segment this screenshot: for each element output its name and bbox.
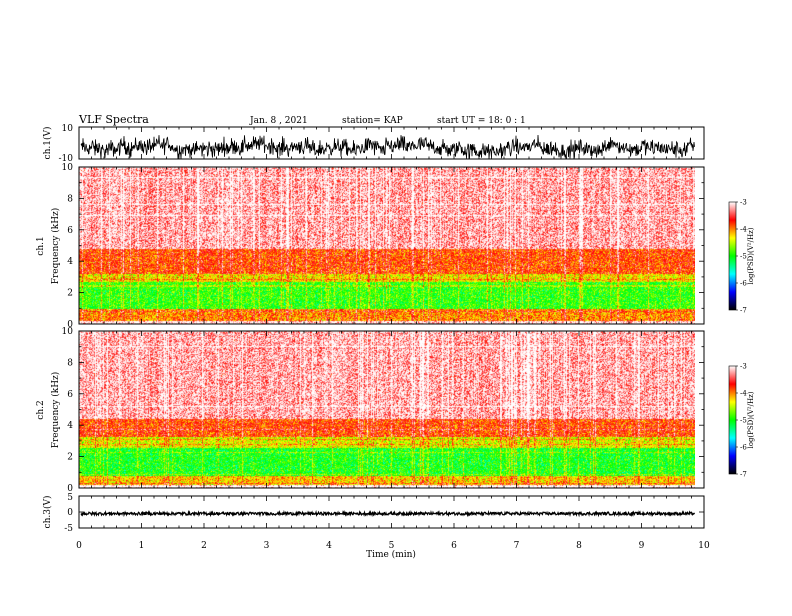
x-tick-label: 7	[514, 541, 520, 551]
date-label: Jan. 8 , 2021	[249, 116, 308, 126]
ch1-colorbar-tick-label: -6	[740, 280, 747, 288]
ch2-spectrogram-ylabel-frequency: Frequency (kHz)	[50, 372, 61, 449]
x-tick-label: 1	[139, 541, 145, 551]
ch1-spectrogram-ylabel-frequency: Frequency (kHz)	[50, 208, 61, 285]
ch2-colorbar-tick-label: -4	[740, 390, 747, 398]
ch2-spectrogram-image	[79, 331, 695, 488]
figure-title: VLF Spectra	[78, 113, 149, 126]
x-tick-label: 2	[201, 541, 207, 551]
ch1-spectrogram-ylabel-channel: ch.1	[36, 236, 46, 255]
station-label: station= KAP	[342, 116, 403, 126]
ch1-colorbar-tick-label: -5	[740, 253, 747, 261]
ch1-spectrogram-ytick-label: 8	[67, 194, 73, 204]
ch3-waveform-ylabel: ch.3(V)	[42, 496, 53, 529]
ch3-waveform-panel: 5 0 -5 ch.3(V) 0 1 2 3 4 5 6 7 8 9 10 Time (min)	[42, 493, 710, 560]
x-tick-label: 6	[451, 541, 457, 551]
start-time-label: start UT = 18: 0 : 1	[437, 116, 526, 126]
ch2-colorbar-label: log(PSD)(V²/Hz)	[747, 391, 755, 448]
ch1-waveform-frame	[78, 126, 705, 160]
ch1-waveform-panel: 10 -10 ch.1(V)	[42, 124, 705, 164]
ch2-spectrogram-ytick-label: 6	[67, 390, 73, 400]
ch1-colorbar-label: log(PSD)(V²/Hz)	[747, 227, 755, 284]
ch1-spectrogram-ytick-label: 6	[67, 226, 73, 236]
ch1-spectrogram-ytick-label: 4	[67, 257, 73, 267]
x-tick-label: 10	[698, 541, 710, 551]
ch2-colorbar-tick-label: -3	[740, 363, 747, 371]
ch1-waveform-ylabel: ch.1(V)	[42, 127, 53, 160]
ch2-spectrogram-panel: 0 2 4 6 8 10 ch.2 Frequency (kHz) -3 -4 -5 -6 -7 l…	[36, 327, 755, 494]
x-tick-label: 9	[639, 541, 645, 551]
ch2-colorbar-tick-label: -6	[740, 444, 747, 452]
x-tick-label: 4	[326, 541, 332, 551]
x-tick-label: 8	[576, 541, 582, 551]
ch1-colorbar-tick-label: -3	[740, 199, 747, 207]
ch1-spectrogram-ytick-label: 10	[62, 163, 74, 173]
ch2-colorbar-tick-label: -5	[740, 417, 747, 425]
ch3-waveform-frame	[78, 495, 705, 529]
ch1-spectrogram-image	[79, 167, 695, 324]
ch1-colorbar-gradient	[728, 201, 737, 311]
ch2-spectrogram-ytick-label: 8	[67, 358, 73, 368]
x-tick-label: 5	[389, 541, 395, 551]
ch2-spectrogram-ylabel-channel: ch.2	[36, 400, 46, 419]
ch1-waveform-trace	[80, 134, 695, 159]
ch1-ytick-bottom: -10	[59, 154, 74, 164]
ch2-colorbar: -3 -4 -5 -6 -7 log(PSD)(V²/Hz)	[728, 363, 755, 479]
ch2-spectrogram-ytick-label: 10	[62, 327, 74, 337]
x-tick-label: 3	[264, 541, 270, 551]
ch2-spectrogram-ytick-label: 0	[67, 484, 73, 494]
ch1-spectrogram-panel: 0 2 4 6 8 10 ch.1 Frequency (kHz) -3 -4 -5 -6 -7 l…	[36, 163, 755, 330]
ch3-waveform-trace	[80, 509, 696, 518]
ch2-spectrogram-ytick-label: 2	[67, 453, 73, 463]
x-axis-label: Time (min)	[366, 549, 416, 560]
ch1-spectrogram-ytick-label: 0	[67, 320, 73, 330]
ch1-colorbar: -3 -4 -5 -6 -7 log(PSD)(V²/Hz)	[728, 199, 755, 315]
ch1-colorbar-tick-label: -4	[740, 226, 747, 234]
x-tick-label: 0	[76, 541, 82, 551]
ch1-ytick-top: 10	[62, 124, 74, 134]
ch3-ytick-middle: 0	[67, 508, 73, 518]
ch1-spectrogram-ytick-label: 2	[67, 289, 73, 299]
ch2-colorbar-tick-label: -7	[740, 471, 747, 479]
ch3-ytick-bottom: -5	[64, 524, 73, 534]
ch2-spectrogram-ytick-label: 4	[67, 421, 73, 431]
ch1-colorbar-tick-label: -7	[740, 307, 747, 315]
ch2-colorbar-gradient	[728, 365, 737, 475]
ch3-ytick-top: 5	[67, 493, 73, 503]
